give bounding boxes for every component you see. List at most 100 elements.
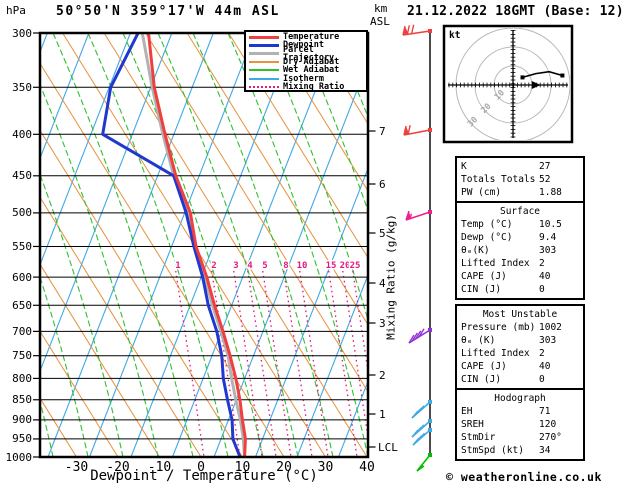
dry-adiabat-line	[40, 129, 243, 457]
legend-item-label: Parcel Trajectory	[283, 44, 335, 63]
table-row: CIN (J) 0	[461, 283, 579, 296]
km-tick-label: 1	[379, 407, 386, 421]
isotherm-line	[296, 273, 368, 457]
km-tick-label: 4	[379, 276, 386, 290]
table-row-label: StmSpd (kt)	[461, 445, 524, 456]
table-row-value: 270°	[539, 432, 562, 443]
temperature-tick-label: -10	[147, 460, 172, 475]
legend-item: Parcel Trajectory	[249, 46, 366, 62]
table-row-value: 1002	[539, 322, 562, 333]
wet-adiabat-line	[262, 33, 368, 322]
pressure-tick-label: 900	[12, 413, 32, 427]
isotherm-line	[213, 60, 368, 457]
wet-adiabat-line	[40, 172, 124, 457]
dry-adiabat-line	[269, 33, 368, 192]
wind-barb	[402, 24, 432, 36]
wet-adiabat-line	[122, 33, 264, 457]
table-row: SREH 120	[461, 418, 579, 431]
km-tick-label: 5	[379, 226, 386, 240]
table-row-label: Temp (°C)	[461, 219, 513, 230]
isotherm-line	[40, 33, 90, 160]
hodograph-unit-label: kt	[449, 30, 460, 41]
pressure-tick-label: 300	[12, 26, 32, 40]
temperature-curve	[147, 33, 247, 457]
parcel-trajectory-curve	[140, 33, 247, 457]
table-title: Hodograph	[494, 393, 546, 404]
table-row: Pressure (mb) 1002	[461, 321, 579, 334]
legend-item-label: Temperature	[283, 32, 340, 43]
mixing-ratio-line	[210, 265, 241, 457]
table-row-value: 10.5	[539, 219, 562, 230]
mixing-ratio-value-label: 20	[340, 261, 351, 271]
run-datetime: 21.12.2022 18GMT (Base: 12)	[407, 4, 624, 19]
wind-barb	[411, 419, 432, 438]
isotherm-line	[171, 33, 339, 457]
table-row-label: Pressure (mb)	[461, 322, 536, 333]
legend-item: Temperature	[249, 33, 366, 41]
table-row: Lifted Index 2	[461, 257, 579, 270]
table-row: Dewp (°C) 9.4	[461, 231, 579, 244]
pressure-tick-label: 1000	[5, 450, 33, 464]
km-tick-label: 6	[379, 177, 386, 191]
mixing-ratio-line	[282, 265, 313, 457]
table-hodograph: Hodograph EH 71 SREH 120 StmDir 270° StmSpd (kt…	[455, 388, 585, 461]
mixing-ratio-value-label: 4	[247, 261, 253, 271]
legend-swatch-line	[249, 35, 279, 39]
mixing-ratio-line	[327, 265, 358, 457]
table-row-label: CIN (J)	[461, 374, 502, 385]
pressure-tick-label: 950	[12, 432, 32, 446]
table-row-value: 34	[539, 445, 551, 456]
mixing-ratio-value-label: 25	[350, 261, 361, 271]
legend-item: Mixing Ratio	[249, 83, 366, 91]
pressure-tick-label: 350	[12, 80, 32, 94]
wet-adiabat-line	[227, 33, 368, 457]
km-axis-unit: km	[374, 2, 388, 15]
isotherm-line	[47, 33, 214, 457]
temperature-tick-label: 20	[276, 460, 292, 475]
mixing-ratio-value-label: 2	[211, 261, 216, 271]
legend-item-label: Wet Adiabat	[283, 65, 340, 76]
plot-border	[38, 31, 370, 459]
table-row-label: CIN (J)	[461, 284, 502, 295]
table-row: θₑ(K) 303	[461, 244, 579, 257]
legend-item: Wet Adiabat	[249, 65, 366, 76]
legend-swatch-line	[249, 69, 279, 72]
mixing-ratio-value-label: 8	[283, 261, 288, 271]
dry-adiabat-line	[40, 62, 285, 457]
km-tick-label: 3	[379, 316, 386, 330]
dewpoint-curve	[101, 33, 242, 457]
temperature-tick-label: 0	[197, 460, 205, 475]
mixing-ratio-line	[246, 265, 277, 457]
km-tick-label: 2	[379, 368, 386, 382]
legend-item-label: Isotherm	[283, 73, 324, 84]
pressure-tick-label: 700	[12, 324, 32, 338]
table-surface: Surface Temp (°C) 10.5 Dewp (°C) 9.4 θₑ(K) 303…	[455, 201, 585, 300]
legend: Temperature Dewpoint Parcel Trajectory Dry …	[244, 30, 368, 92]
pressure-tick-label: 800	[12, 371, 32, 385]
wet-adiabat-line	[157, 33, 299, 457]
dry-adiabat-line	[186, 33, 368, 326]
table-row-value: 27	[539, 161, 551, 172]
table-row-value: 9.4	[539, 232, 557, 243]
table-title: Surface	[499, 206, 541, 217]
km-tick-label: 7	[379, 124, 386, 138]
wet-adiabat-line	[40, 275, 89, 457]
dry-adiabat-line	[145, 33, 368, 393]
temperature-tick-label: 30	[317, 460, 334, 475]
credit-footer: © weatheronline.co.uk	[446, 470, 602, 484]
table-row-value: 52	[539, 174, 551, 185]
wet-adiabat-line	[40, 83, 159, 457]
temperature-tick-label: 40	[359, 460, 375, 475]
table-row-label: θₑ(K)	[461, 245, 490, 256]
table-row-value: 0	[539, 374, 545, 385]
hodograph-trace	[522, 70, 563, 79]
table-row: Totals Totals 52	[461, 173, 579, 186]
isotherm-line	[337, 379, 368, 457]
isotherm-line	[130, 33, 297, 457]
pressure-axis-unit: hPa	[6, 4, 26, 17]
isotherm-line	[88, 33, 256, 457]
table-indices: K 27 Totals Totals 52 PW (cm) 1.88	[455, 156, 585, 203]
table-row: θₑ (K) 303	[461, 334, 579, 347]
pressure-tick-label: 400	[12, 127, 32, 141]
